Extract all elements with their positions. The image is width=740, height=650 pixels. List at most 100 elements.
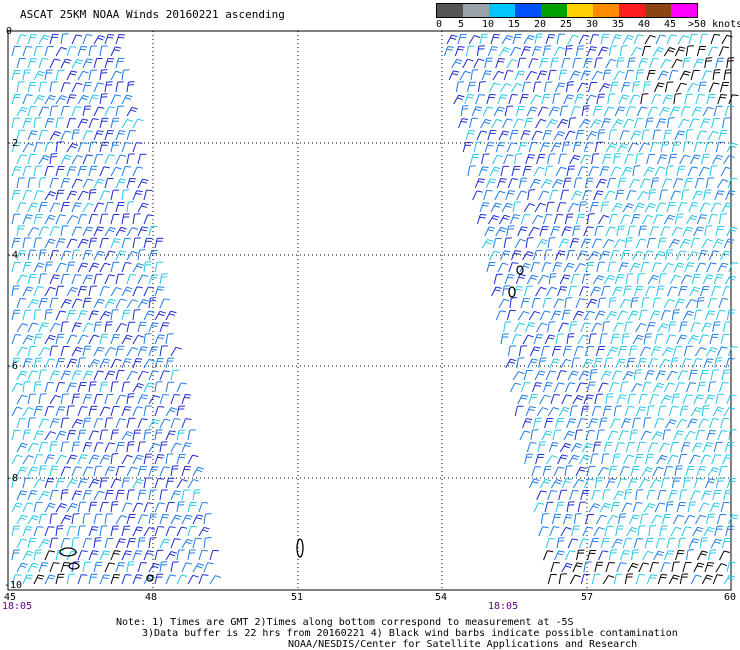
wind-barb: [721, 537, 732, 549]
wind-barb: [586, 465, 596, 477]
wind-barb: [593, 526, 605, 537]
wind-barb: [11, 93, 21, 105]
wind-barb: [66, 94, 77, 105]
wind-barb: [660, 141, 669, 153]
wind-barb: [616, 394, 627, 405]
wind-barb: [33, 213, 43, 225]
wind-barb: [618, 430, 629, 441]
wind-barb: [716, 513, 727, 525]
wind-barb: [170, 514, 182, 525]
wind-barb: [726, 226, 738, 237]
wind-barb: [684, 262, 695, 273]
wind-barb: [635, 153, 644, 165]
wind-barb: [38, 155, 51, 165]
island-outline: [516, 265, 524, 275]
wind-barb: [115, 226, 127, 237]
wind-barb: [712, 321, 721, 333]
wind-barb: [531, 382, 542, 393]
wind-barb: [126, 346, 139, 357]
wind-barb: [671, 226, 683, 237]
wind-barb: [591, 70, 603, 81]
wind-barb: [11, 237, 21, 249]
wind-barb: [16, 129, 26, 141]
wind-barb: [657, 405, 667, 417]
wind-barb: [60, 562, 71, 573]
wind-barb: [556, 202, 567, 213]
wind-barb: [644, 537, 654, 549]
wind-barb: [104, 537, 114, 549]
wind-barb: [88, 573, 98, 585]
wind-barb: [696, 45, 706, 57]
wind-barb: [516, 190, 528, 201]
wind-barb: [668, 321, 677, 333]
wind-barb: [629, 94, 641, 105]
wind-barb: [671, 561, 680, 573]
wind-barb: [538, 357, 547, 369]
wind-barb: [99, 262, 111, 273]
wind-barb: [601, 118, 611, 129]
wind-barb: [55, 69, 65, 81]
wind-barb: [476, 213, 487, 225]
wind-barb: [684, 430, 696, 441]
wind-barb: [632, 417, 641, 429]
wind-barb: [143, 477, 152, 489]
wind-barb: [11, 141, 21, 153]
wind-barb: [687, 82, 699, 93]
wind-barb: [576, 382, 587, 393]
wind-barb: [720, 417, 730, 429]
wind-barb: [198, 501, 209, 513]
wind-barb: [596, 261, 606, 273]
wind-barb: [654, 418, 664, 429]
wind-barb: [663, 298, 675, 309]
wind-barb: [11, 477, 20, 489]
wind-barb: [492, 70, 504, 81]
wind-barb: [723, 321, 732, 333]
wind-barb: [93, 202, 105, 213]
wind-barb: [38, 538, 51, 549]
wind-barb: [717, 94, 727, 105]
wind-barb: [702, 442, 713, 453]
wind-barb: [615, 525, 624, 537]
wind-barb: [93, 418, 104, 429]
wind-barb: [628, 345, 638, 357]
wind-barb: [132, 478, 144, 489]
wind-barb: [88, 285, 97, 297]
wind-barb: [619, 298, 631, 309]
wind-barb: [77, 334, 89, 345]
wind-barb: [77, 478, 88, 489]
wind-barb: [44, 334, 56, 345]
wind-barb: [628, 514, 640, 525]
wind-barb: [55, 573, 65, 585]
wind-barb: [33, 190, 44, 201]
wind-barb: [703, 526, 715, 537]
wind-barb: [682, 57, 691, 69]
wind-barb: [121, 550, 132, 561]
wind-barb: [706, 93, 716, 105]
wind-barb: [93, 321, 102, 333]
wind-barb: [632, 250, 644, 261]
wind-barb: [579, 454, 591, 465]
wind-barb: [701, 153, 710, 165]
wind-barb: [688, 33, 698, 45]
wind-barb: [696, 466, 707, 477]
wind-barb: [671, 393, 680, 405]
wind-barb: [559, 442, 572, 453]
wind-barb: [121, 142, 132, 153]
wind-barb: [686, 549, 695, 561]
wind-barb: [517, 310, 530, 321]
wind-barb: [652, 214, 664, 225]
wind-barb: [611, 538, 623, 549]
wind-barb: [572, 394, 584, 405]
wind-barb: [88, 405, 98, 417]
wind-barb: [115, 178, 127, 189]
wind-barb: [522, 165, 532, 177]
wind-barb: [115, 130, 126, 141]
wind-barb: [669, 106, 681, 117]
wind-barb: [121, 213, 130, 225]
wind-barb: [715, 563, 728, 573]
wind-barb: [564, 465, 573, 477]
wind-barb: [104, 442, 115, 453]
legend-label: 5: [458, 19, 465, 30]
wind-barb: [616, 57, 625, 69]
wind-barb: [519, 262, 531, 273]
